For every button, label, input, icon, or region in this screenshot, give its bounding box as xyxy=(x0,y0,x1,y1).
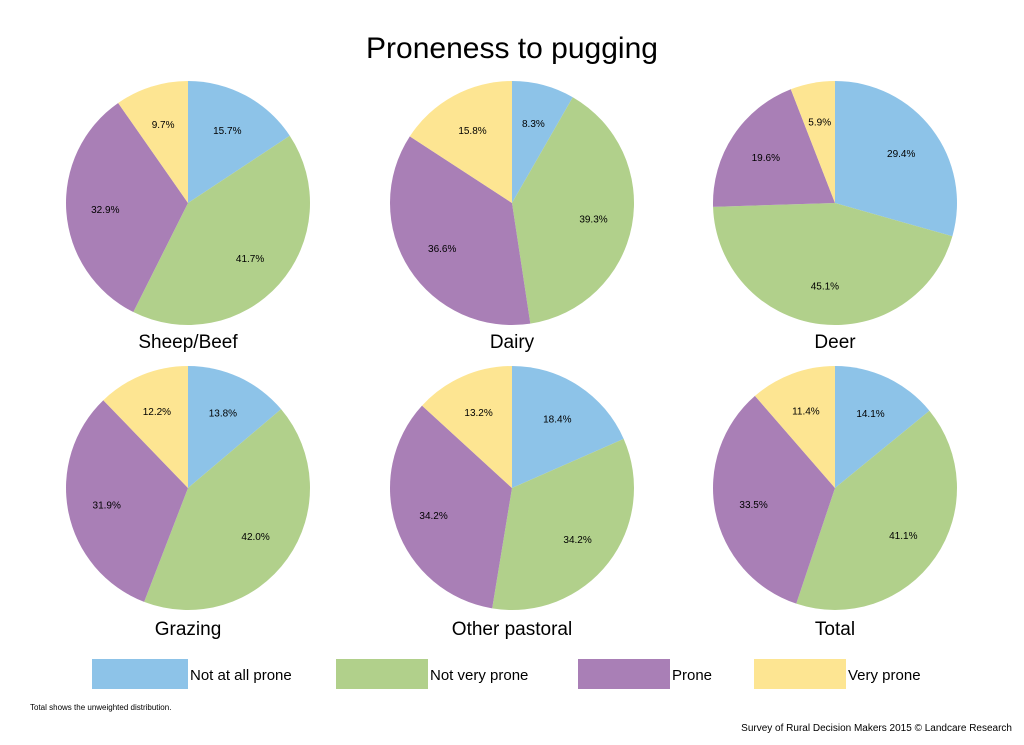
slice-total-very-prone xyxy=(754,365,835,488)
slice-sheep-beef-very-prone xyxy=(118,81,188,203)
slice-label-other-pastoral-very-prone: 13.2% xyxy=(464,408,492,419)
slice-label-sheep-beef-not-very-prone: 41.7% xyxy=(236,254,264,265)
slice-dairy-very-prone xyxy=(409,81,512,203)
slice-dairy-prone xyxy=(389,136,531,326)
pie-total: 14.1% 41.1% 33.5% 11.4% Total xyxy=(712,365,957,640)
pie-name-grazing: Grazing xyxy=(155,619,222,640)
pie-grazing: 13.8% 42.0% 31.9% 12.2% Grazing xyxy=(66,366,310,640)
slice-label-other-pastoral-not-at-all-prone: 18.4% xyxy=(543,415,571,426)
legend-label-not-at-all-prone: Not at all prone xyxy=(190,667,292,684)
pie-name-total: Total xyxy=(815,619,855,640)
slice-label-grazing-very-prone: 12.2% xyxy=(143,407,171,418)
slice-dairy-not-very-prone xyxy=(512,97,635,324)
slice-label-grazing-prone: 31.9% xyxy=(93,501,121,512)
slice-label-other-pastoral-prone: 34.2% xyxy=(419,511,447,522)
slice-label-grazing-not-very-prone: 42.0% xyxy=(241,532,269,543)
legend-swatch-not-very-prone xyxy=(336,659,428,689)
legend-swatch-not-at-all-prone xyxy=(92,659,188,689)
pie-other-pastoral: 18.4% 34.2% 34.2% 13.2% Other pastoral xyxy=(389,366,635,640)
slice-label-total-very-prone: 11.4% xyxy=(792,406,820,417)
legend-label-prone: Prone xyxy=(672,667,712,684)
slice-sheep-beef-prone xyxy=(66,102,188,313)
source-credit: Survey of Rural Decision Makers 2015 © L… xyxy=(741,723,1012,734)
pie-sheep-beef: 15.7% 41.7% 32.9% 9.7% Sheep/Beef xyxy=(66,81,311,353)
slice-sheep-beef-not-at-all-prone xyxy=(188,81,290,203)
slice-label-deer-very-prone: 5.9% xyxy=(808,118,831,129)
slice-total-not-at-all-prone xyxy=(835,366,930,488)
pie-name-other-pastoral: Other pastoral xyxy=(452,619,572,640)
slice-label-grazing-not-at-all-prone: 13.8% xyxy=(209,409,237,420)
legend-item-not-at-all-prone: Not at all prone xyxy=(92,659,292,689)
legend-label-very-prone: Very prone xyxy=(848,667,921,684)
legend-item-not-very-prone: Not very prone xyxy=(336,659,528,689)
legend-swatch-prone xyxy=(578,659,670,689)
slice-deer-not-very-prone xyxy=(713,203,953,326)
slice-other-pastoral-very-prone xyxy=(422,366,512,488)
slice-deer-very-prone xyxy=(790,81,835,203)
slice-label-deer-not-very-prone: 45.1% xyxy=(811,281,839,292)
slice-grazing-prone xyxy=(66,400,188,602)
slice-total-not-very-prone xyxy=(796,410,957,610)
slice-other-pastoral-prone xyxy=(389,405,512,609)
slice-label-dairy-not-at-all-prone: 8.3% xyxy=(522,119,545,130)
slice-label-total-prone: 33.5% xyxy=(739,500,767,511)
slice-grazing-very-prone xyxy=(103,366,188,488)
slice-other-pastoral-not-very-prone xyxy=(492,438,635,611)
slice-label-dairy-very-prone: 15.8% xyxy=(458,126,486,137)
slice-label-dairy-prone: 36.6% xyxy=(428,244,456,255)
pie-name-dairy: Dairy xyxy=(490,332,535,353)
slice-label-total-not-very-prone: 41.1% xyxy=(889,531,917,542)
legend-item-prone: Prone xyxy=(578,659,712,689)
pie-name-deer: Deer xyxy=(814,332,856,353)
legend-swatch-very-prone xyxy=(754,659,846,689)
footnote: Total shows the unweighted distribution. xyxy=(30,703,172,712)
legend-label-not-very-prone: Not very prone xyxy=(430,667,528,684)
slice-label-deer-not-at-all-prone: 29.4% xyxy=(887,149,915,160)
slice-label-sheep-beef-prone: 32.9% xyxy=(91,205,119,216)
slice-label-deer-prone: 19.6% xyxy=(752,153,780,164)
legend-item-very-prone: Very prone xyxy=(754,659,921,689)
slice-label-total-not-at-all-prone: 14.1% xyxy=(856,409,884,420)
slice-other-pastoral-not-at-all-prone xyxy=(512,366,624,488)
slice-sheep-beef-not-very-prone xyxy=(133,135,311,326)
slice-deer-prone xyxy=(712,89,835,207)
slice-grazing-not-at-all-prone xyxy=(188,366,282,488)
pie-dairy: 8.3% 39.3% 36.6% 15.8% Dairy xyxy=(389,81,635,353)
slice-label-other-pastoral-not-very-prone: 34.2% xyxy=(563,535,591,546)
slice-label-dairy-not-very-prone: 39.3% xyxy=(579,214,607,225)
slice-label-sheep-beef-very-prone: 9.7% xyxy=(152,120,175,131)
pie-name-sheep-beef: Sheep/Beef xyxy=(138,332,238,353)
slice-total-prone xyxy=(712,395,835,604)
slice-grazing-not-very-prone xyxy=(144,409,310,610)
pie-deer: 29.4% 45.1% 19.6% 5.9% Deer xyxy=(712,81,958,353)
slice-dairy-not-at-all-prone xyxy=(512,81,573,203)
slice-label-sheep-beef-not-at-all-prone: 15.7% xyxy=(213,126,241,137)
slice-deer-not-at-all-prone xyxy=(835,81,958,237)
chart-title: Proneness to pugging xyxy=(366,32,658,65)
